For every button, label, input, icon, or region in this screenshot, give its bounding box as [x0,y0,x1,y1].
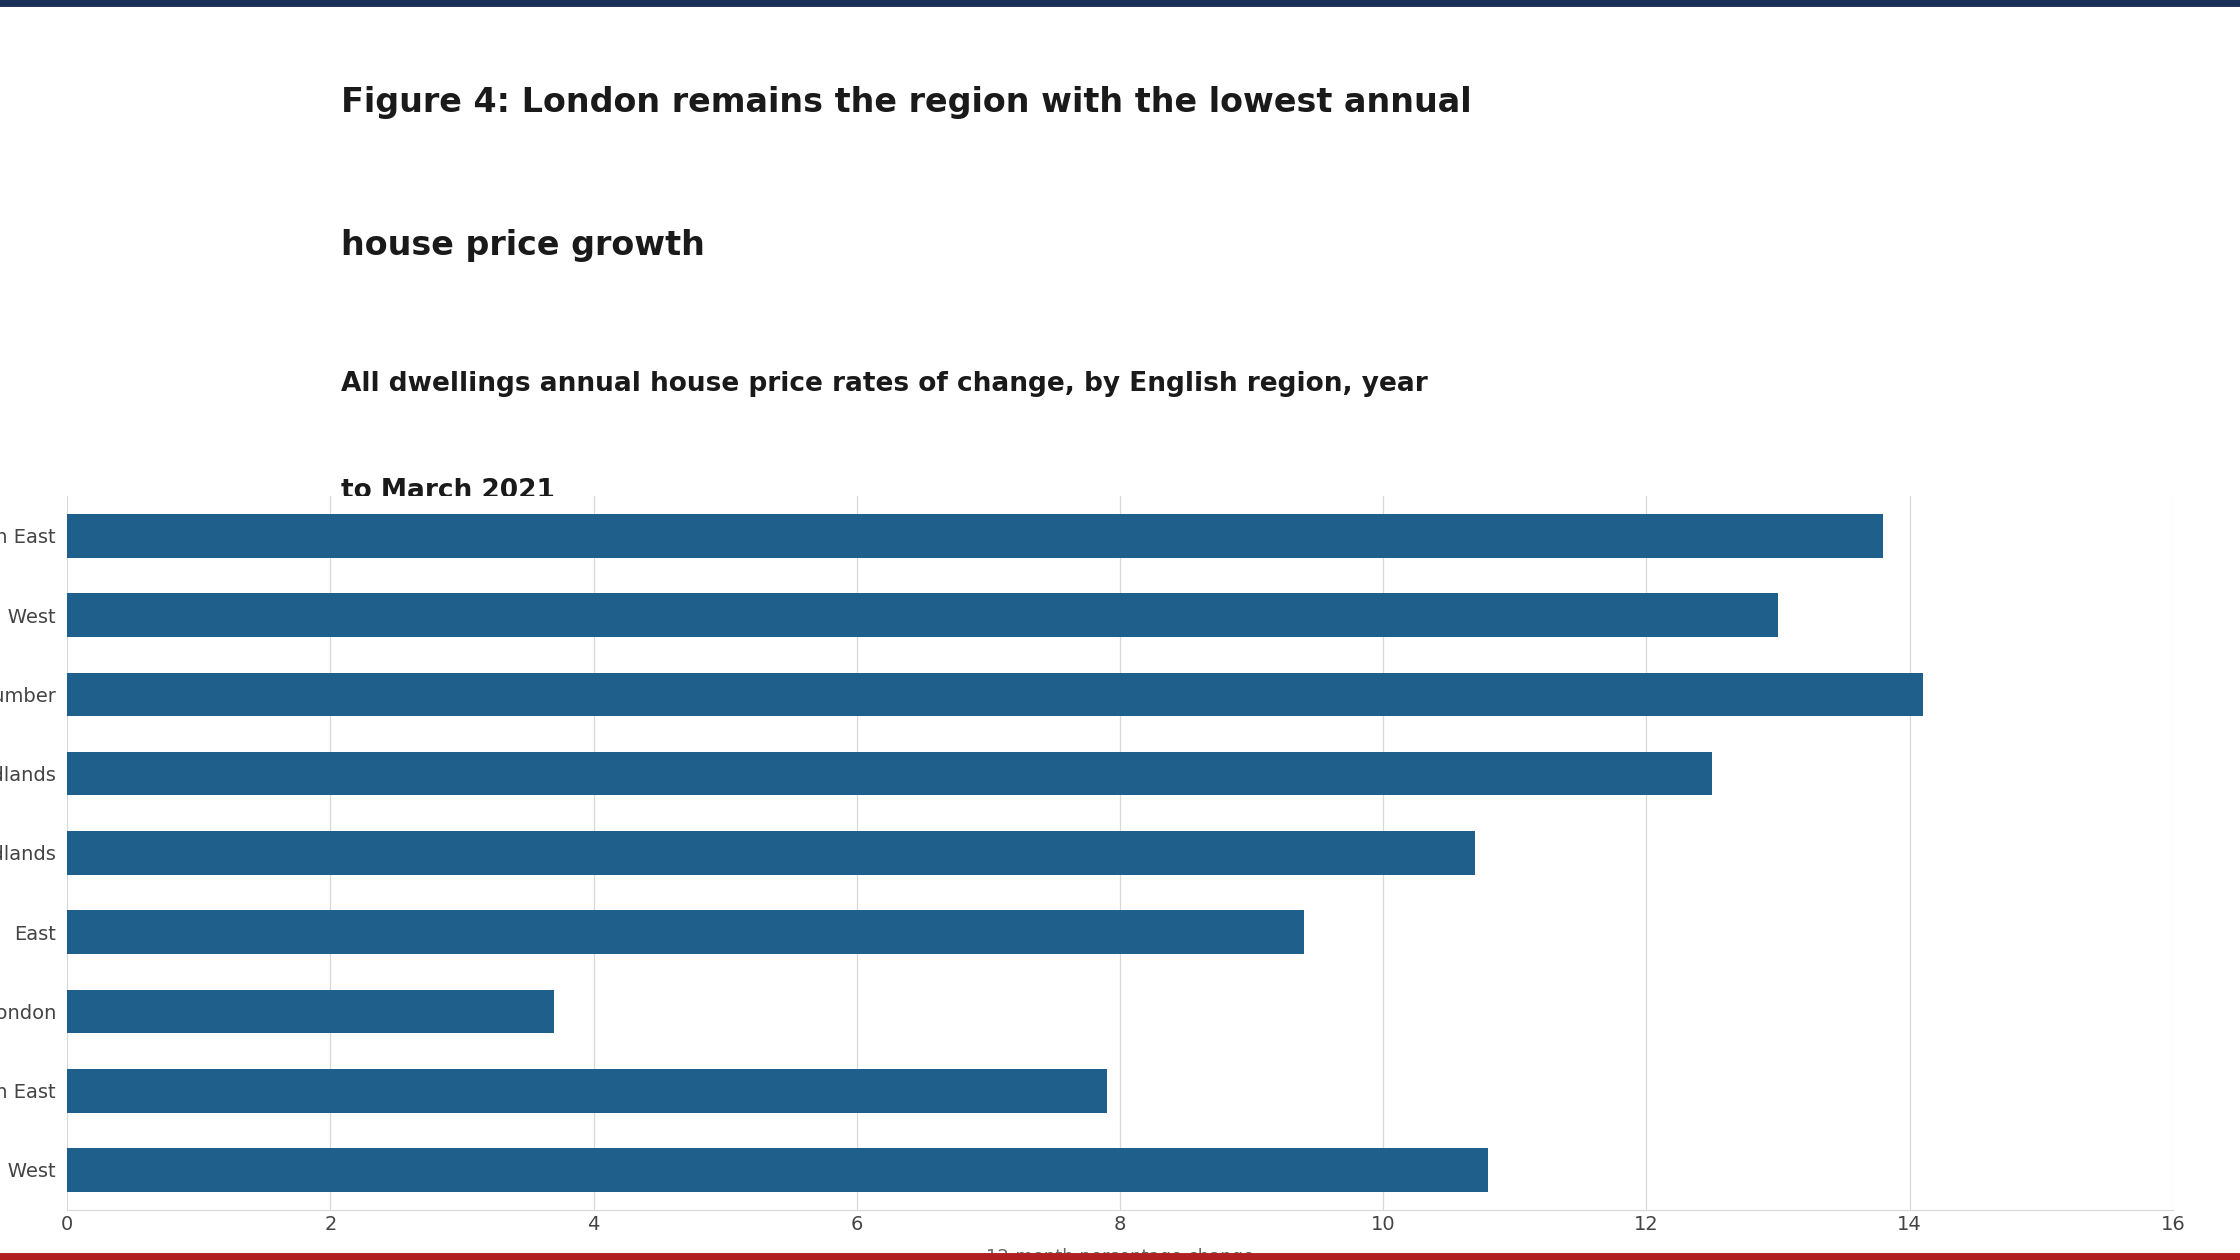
Bar [67,514,1884,558]
Text: house price growth: house price growth [340,229,706,262]
Bar [67,1068,1107,1113]
Bar [67,911,1304,954]
Bar [67,752,1711,795]
Text: Figure 4: London remains the region with the lowest annual: Figure 4: London remains the region with… [340,86,1472,118]
Bar [67,989,553,1033]
Bar [67,832,1476,874]
Bar [67,593,1779,638]
X-axis label: 12-month percentage change: 12-month percentage change [986,1249,1254,1260]
Text: to March 2021: to March 2021 [340,479,556,504]
Text: All dwellings annual house price rates of change, by English region, year: All dwellings annual house price rates o… [340,372,1427,397]
Bar [67,673,1922,716]
Bar [67,1148,1487,1192]
